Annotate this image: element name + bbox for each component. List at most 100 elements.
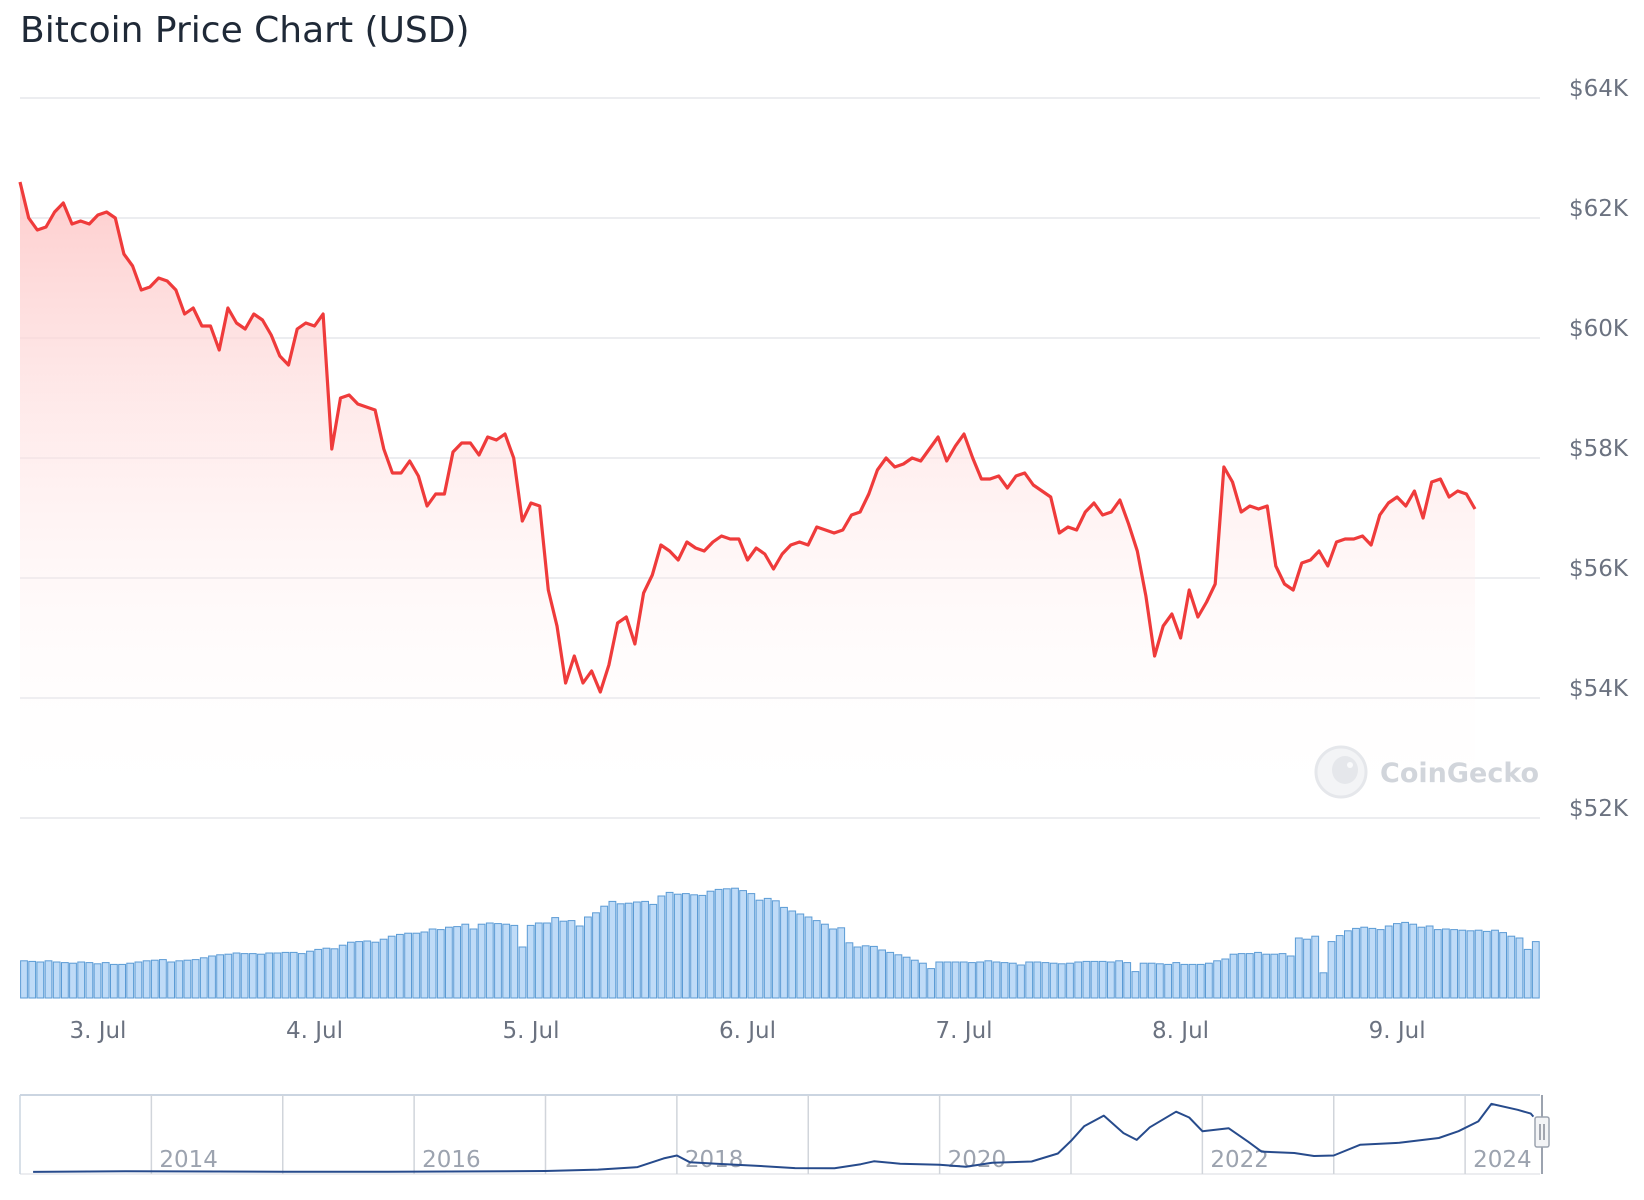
- gecko-logo-eye: [1347, 762, 1353, 768]
- volume-bar: [1066, 962, 1074, 999]
- volume-bar: [142, 960, 151, 999]
- x-tick-label: 5. Jul: [502, 1018, 559, 1044]
- volume-bar: [1523, 948, 1532, 999]
- volume-bar: [232, 952, 241, 999]
- volume-bar: [567, 920, 576, 999]
- volume-bar: [412, 932, 421, 999]
- volume-bar: [821, 923, 829, 999]
- volume-bar: [1482, 930, 1491, 999]
- x-tick-label: 6. Jul: [719, 1018, 776, 1044]
- volume-bar: [698, 894, 707, 999]
- volume-bar: [485, 922, 494, 999]
- volume-bar: [1335, 935, 1344, 999]
- volume-bar: [1041, 962, 1050, 999]
- volume-bar: [85, 962, 94, 999]
- volume-bar: [551, 917, 560, 999]
- volume-bar: [404, 932, 413, 999]
- volume-bar: [281, 951, 290, 999]
- volume-bar: [992, 961, 1001, 999]
- volume-bar: [1491, 929, 1499, 999]
- volume-bar: [641, 900, 650, 999]
- volume-bar: [1360, 926, 1369, 999]
- volume-bar: [1327, 941, 1336, 999]
- volume-bar: [330, 948, 339, 999]
- volume-bar: [1082, 960, 1091, 999]
- volume-bar: [1401, 921, 1409, 999]
- volume-bar: [927, 968, 936, 999]
- volume-bar: [134, 961, 143, 999]
- volume-bar: [355, 941, 364, 999]
- volume-bar: [436, 929, 445, 999]
- volume-bar: [20, 960, 28, 999]
- volume-bar: [69, 962, 77, 999]
- volume-bar: [1164, 963, 1172, 999]
- navigator-year-label: 2022: [1210, 1147, 1269, 1173]
- price-line-layer: [18, 181, 1477, 694]
- volume-bar: [1531, 941, 1540, 999]
- volume-bar: [273, 952, 282, 999]
- y-tick-label: $54K: [1569, 676, 1629, 702]
- volume-bar: [1115, 960, 1123, 999]
- volume-bar: [706, 890, 715, 999]
- price-area-layer: [20, 182, 1475, 818]
- volume-bar: [829, 928, 837, 999]
- volume-bar: [1196, 963, 1205, 999]
- volume-bar: [1458, 929, 1467, 999]
- volume-bar: [1515, 937, 1524, 999]
- coingecko-watermark: CoinGecko: [1314, 745, 1539, 799]
- volume-bar: [870, 945, 878, 999]
- volume-bar: [722, 888, 731, 999]
- volume-bar: [534, 922, 543, 999]
- volume-bar: [1237, 953, 1246, 999]
- volume-bar: [1425, 925, 1434, 999]
- volume-bar: [1000, 962, 1009, 999]
- range-navigator[interactable]: 2014 2016 2018 2020 2022 2024: [19, 1094, 1550, 1175]
- volume-bar: [796, 913, 805, 999]
- volume-bar: [208, 955, 216, 999]
- x-tick-label: 7. Jul: [936, 1018, 993, 1044]
- chart-title: Bitcoin Price Chart (USD): [20, 10, 470, 51]
- volume-bar: [771, 900, 780, 999]
- volume-bar: [763, 897, 772, 999]
- volume-bar: [592, 912, 600, 999]
- volume-bar: [257, 953, 265, 999]
- volume-bar: [1017, 964, 1025, 999]
- volume-bar: [976, 961, 985, 999]
- volume-bar: [150, 959, 159, 999]
- volume-bar: [747, 893, 756, 999]
- volume-bar: [1123, 962, 1132, 999]
- volume-bar: [1311, 935, 1320, 999]
- volume-bar: [396, 933, 404, 999]
- volume-bar: [968, 962, 976, 999]
- navigator-year-label: 2020: [948, 1147, 1007, 1173]
- volume-bar: [559, 920, 568, 999]
- volume-bar: [861, 945, 870, 999]
- volume-bar: [812, 920, 821, 999]
- volume-bar: [167, 961, 175, 999]
- volume-bar: [1008, 962, 1017, 999]
- volume-bar: [1245, 953, 1254, 999]
- volume-bar: [1433, 929, 1442, 999]
- volume-bar: [1188, 963, 1197, 999]
- volume-bar: [1172, 962, 1181, 999]
- volume-bar: [1049, 962, 1058, 999]
- x-axis: 3. Jul 4. Jul 5. Jul 6. Jul 7. Jul 8. Jul 9. J…: [69, 1018, 1425, 1044]
- volume-bar: [36, 961, 45, 999]
- volume-bar: [1213, 960, 1221, 999]
- volume-bar: [788, 910, 797, 999]
- navigator-right-handle[interactable]: [1534, 1116, 1550, 1148]
- volume-bar: [1098, 960, 1107, 999]
- volume-bar: [1303, 938, 1311, 999]
- volume-bar: [159, 959, 167, 999]
- volume-bar: [878, 949, 887, 999]
- volume-bar: [1442, 928, 1450, 999]
- x-tick-label: 4. Jul: [286, 1018, 343, 1044]
- y-tick-label: $52K: [1569, 796, 1629, 822]
- volume-bar: [191, 959, 200, 999]
- volume-bar: [1180, 963, 1189, 999]
- navigator-year-label: 2014: [159, 1147, 218, 1173]
- volume-bar: [682, 893, 690, 999]
- volume-bar: [657, 895, 666, 999]
- volume-bar: [183, 959, 192, 999]
